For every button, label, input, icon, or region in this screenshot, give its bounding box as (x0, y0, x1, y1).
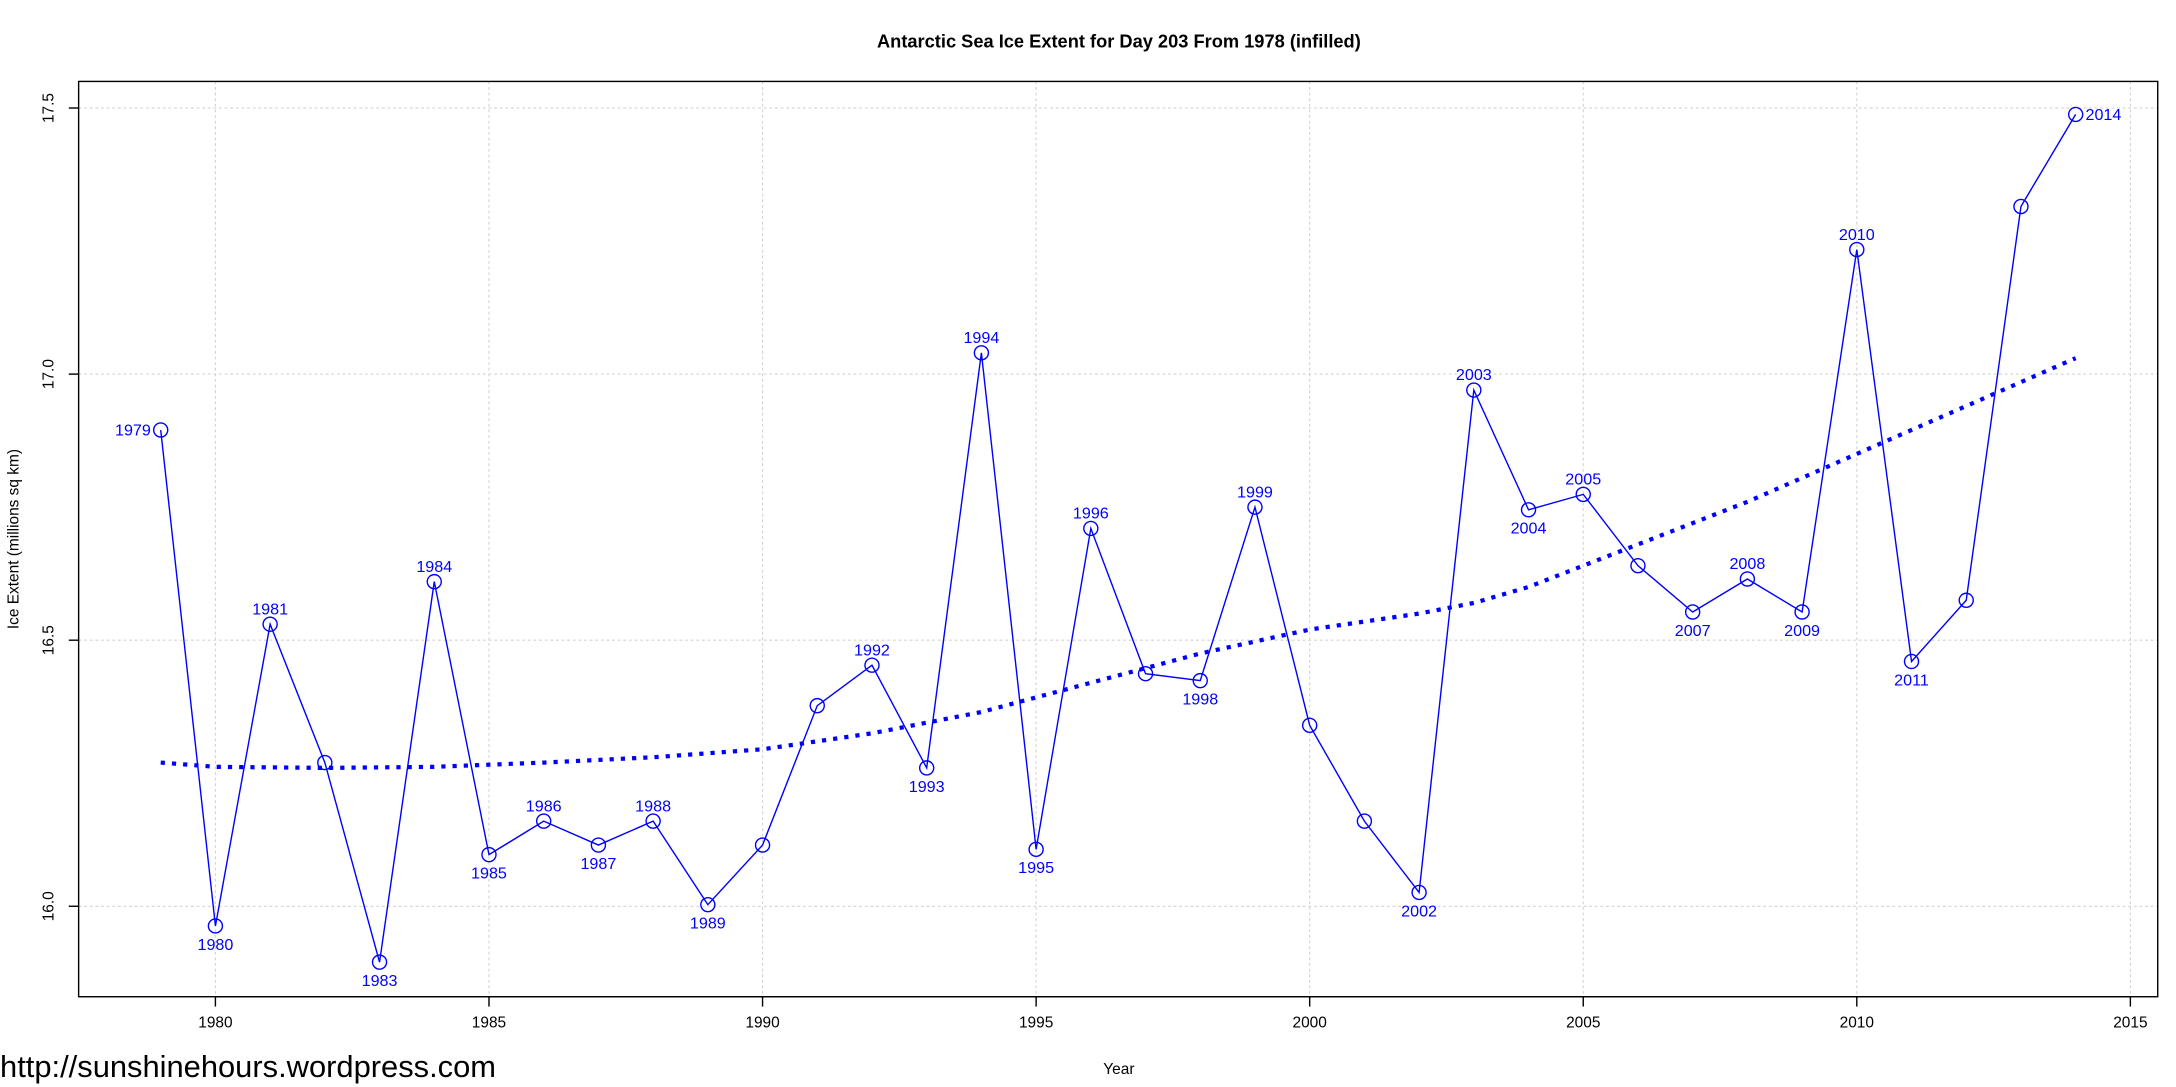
data-point-2011 (1903, 653, 1920, 670)
data-point-2001 (1356, 813, 1373, 829)
data-point-1993 (918, 760, 935, 776)
y-tick-label: 17.0 (40, 359, 57, 389)
data-point-1989 (700, 896, 716, 913)
point-label: 1992 (854, 641, 890, 659)
point-label: 1988 (635, 797, 671, 815)
series-layer: 1979 1980 1981 1983 1984 1985 1986 1987 1988 1989… (115, 106, 2121, 990)
y-tick-label: 16.0 (40, 891, 57, 921)
point-label: 1994 (963, 329, 999, 347)
grid (78, 81, 2158, 997)
point-label: 2002 (1401, 902, 1437, 920)
x-axis: 1980 1985 1990 1995 2000 2005 2010 2015 (198, 996, 2148, 1032)
point-label: 1983 (362, 972, 398, 990)
data-point-2012 (1958, 592, 1974, 608)
point-label: 1980 (197, 936, 233, 954)
data-point-1984 (426, 573, 442, 590)
data-point-1990 (754, 837, 771, 853)
data-point-1980 (207, 918, 224, 934)
data-point-2010 (1849, 241, 1865, 258)
data-point-1982 (317, 754, 333, 771)
plot-frame (77, 80, 2159, 998)
x-tick-label: 1985 (472, 1015, 506, 1032)
x-tick-label: 2005 (1566, 1015, 1600, 1032)
data-point-1979 (152, 422, 169, 438)
point-label: 2003 (1456, 366, 1492, 384)
x-tick-label: 1990 (745, 1015, 779, 1032)
data-point-2000 (1301, 717, 1318, 734)
y-axis: 16.0 16.5 17.0 17.5 (40, 93, 79, 921)
data-point-2002 (1411, 884, 1427, 901)
x-tick-label: 1995 (1019, 1015, 1053, 1032)
point-label: 1993 (909, 778, 945, 796)
point-label: 1995 (1018, 859, 1054, 877)
chart-title: Antarctic Sea Ice Extent for Day 203 Fro… (877, 31, 1361, 52)
data-point-1985 (481, 846, 497, 863)
point-label: 1985 (471, 865, 507, 883)
data-point-1991 (809, 697, 825, 714)
watermark: http://sunshinehours.wordpress.com (0, 1049, 496, 1084)
data-point-2009 (1794, 604, 1810, 620)
data-point-1997 (1137, 665, 1154, 682)
x-tick-label: 2015 (2113, 1015, 2147, 1032)
data-point-2004 (1520, 502, 1537, 518)
x-tick-label: 1980 (198, 1015, 232, 1032)
point-label: 2005 (1565, 471, 1601, 489)
data-point-1986 (535, 813, 552, 829)
data-point-2005 (1575, 486, 1591, 503)
data-point-2003 (1466, 382, 1482, 398)
data-point-1996 (1083, 520, 1099, 537)
data-point-1992 (864, 657, 880, 673)
point-label: 1999 (1237, 483, 1273, 501)
data-point-1999 (1247, 499, 1263, 515)
x-axis-label: Year (1103, 1061, 1134, 1078)
data-point-2008 (1739, 571, 1756, 587)
point-label: 2010 (1839, 226, 1875, 244)
point-label: 2014 (2085, 106, 2121, 124)
ice-extent-line (160, 114, 2077, 963)
y-tick-label: 17.5 (40, 93, 57, 123)
point-label: 1987 (580, 855, 616, 873)
point-label: 1998 (1182, 690, 1218, 708)
data-point-2007 (1684, 604, 1701, 620)
data-point-1988 (645, 813, 661, 829)
data-point-1998 (1192, 672, 1208, 689)
point-label: 1986 (526, 797, 562, 815)
data-point-2014 (2067, 106, 2084, 123)
data-point-1987 (590, 837, 607, 853)
point-label: 2009 (1784, 622, 1820, 640)
x-tick-label: 2010 (1840, 1015, 1874, 1032)
data-point-2006 (1630, 557, 1646, 574)
data-point-2013 (2013, 198, 2029, 215)
data-point-1994 (973, 345, 990, 361)
y-tick-label: 16.5 (40, 625, 57, 655)
data-point-1995 (1028, 841, 1044, 858)
y-axis-label: Ice Extent (millions sq km) (5, 449, 22, 629)
point-label: 2004 (1511, 520, 1547, 538)
point-label: 2008 (1729, 555, 1765, 573)
x-tick-label: 2000 (1293, 1015, 1327, 1032)
point-label: 1989 (690, 915, 726, 933)
point-label: 1981 (252, 600, 288, 618)
point-label: 1984 (416, 558, 452, 576)
data-point-1983 (371, 954, 388, 970)
point-label: 1996 (1073, 505, 1109, 523)
point-label: 2007 (1675, 622, 1711, 640)
data-point-1981 (262, 616, 278, 632)
point-label: 2011 (1894, 671, 1929, 689)
point-label: 1979 (115, 422, 151, 440)
